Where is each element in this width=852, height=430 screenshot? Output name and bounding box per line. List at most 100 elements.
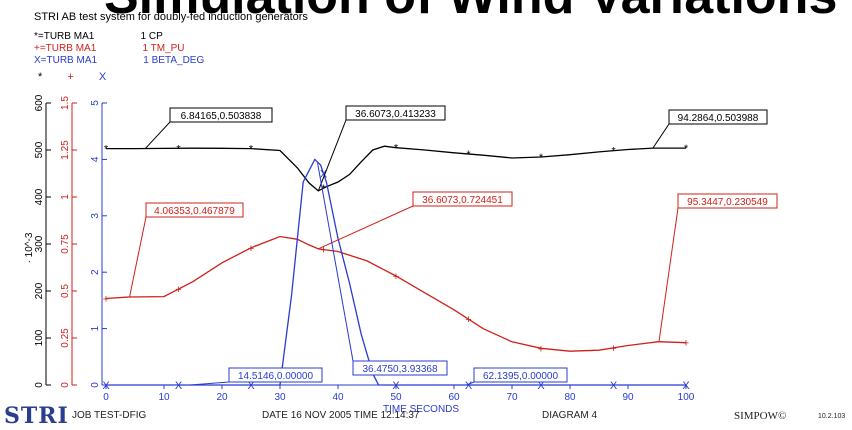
annotation-label: 94.2864,0.503988 — [678, 113, 759, 124]
footer-job: JOB TEST-DFIG — [72, 410, 147, 421]
annotation-leader — [317, 163, 354, 362]
series-marker-1: + — [393, 271, 399, 283]
y-tick-label-blue: 4 — [90, 156, 101, 162]
y-tick-label-red: 0.5 — [60, 284, 71, 298]
annotation-box — [169, 107, 273, 123]
series-marker-1: + — [538, 343, 544, 355]
series-marker-0: * — [104, 144, 109, 156]
series-marker-1: + — [320, 245, 326, 257]
series-marker-0: * — [394, 143, 399, 155]
y-tick-label-blue: 5 — [90, 100, 101, 106]
annotation-label: 4.06353,0.467879 — [154, 206, 235, 217]
annotation-box — [352, 360, 448, 376]
footer-software: SIMPOW© — [734, 410, 787, 422]
annotation-label: 62.1395,0.00000 — [483, 371, 559, 382]
y-tick-label-red: 0.75 — [60, 234, 71, 254]
series-marker-0: * — [539, 152, 544, 164]
series-marker-2: X — [610, 380, 618, 392]
series-marker-2: X — [392, 380, 400, 392]
series-marker-2: X — [537, 380, 545, 392]
y-tick-label-black: 200 — [34, 282, 45, 299]
series-marker-1: + — [683, 338, 689, 350]
series-marker-2: X — [682, 380, 690, 392]
series-marker-2: X — [247, 380, 255, 392]
annotation-label: 36.4750,3.93368 — [362, 364, 438, 375]
y-tick-label-blue: 1 — [90, 325, 101, 331]
x-tick-label: 100 — [678, 392, 695, 403]
y-axis-multiplier-black: · 10^-3 — [24, 232, 35, 263]
y-tick-label-black: 300 — [34, 235, 45, 252]
annotation-leader — [317, 119, 347, 191]
annotation-label: 6.84165,0.503838 — [181, 111, 262, 122]
y-tick-label-black: 400 — [34, 188, 45, 205]
annotation-box — [677, 193, 778, 209]
annotation-box — [412, 191, 513, 207]
annotation-label: 36.6073,0.413233 — [355, 109, 436, 120]
series-line-2 — [106, 158, 686, 386]
x-tick-label: 50 — [390, 392, 402, 403]
y-tick-label-red: 1.5 — [60, 96, 71, 110]
x-tick-label: 40 — [332, 392, 344, 403]
y-tick-label-red: 0.25 — [60, 328, 71, 348]
y-tick-label-black: 500 — [34, 141, 45, 158]
x-tick-label: 10 — [158, 392, 170, 403]
x-tick-label: 20 — [216, 392, 228, 403]
series-line-0 — [106, 145, 686, 192]
series-marker-2: X — [320, 169, 328, 181]
annotation-box — [228, 367, 323, 383]
annotation-box — [345, 105, 446, 121]
y-tick-label-blue: 0 — [90, 382, 101, 388]
series-marker-0: * — [684, 143, 689, 155]
series-marker-0: * — [466, 149, 471, 161]
annotation-box — [473, 367, 568, 383]
annotation-label: 14.5146,0.00000 — [238, 371, 314, 382]
series-marker-1: + — [175, 284, 181, 296]
annotation-leader — [466, 381, 475, 386]
legend-marker: *=TURB — [34, 31, 71, 42]
y-tick-label-red: 1 — [60, 194, 71, 200]
legend-marker: +=TURB — [34, 43, 73, 54]
annotation-leader — [145, 121, 171, 149]
series-marker-2: X — [175, 380, 183, 392]
footer-version: 10.2.103 — [818, 413, 846, 420]
annotation-leader — [658, 207, 679, 342]
x-tick-label: 60 — [448, 392, 460, 403]
annotation-box — [145, 202, 244, 218]
x-tick-label: 0 — [103, 392, 109, 403]
annotation-box — [668, 109, 768, 125]
series-marker-1: + — [610, 343, 616, 355]
x-tick-label: 70 — [506, 392, 518, 403]
y-tick-label-red: 0 — [60, 382, 71, 388]
legend-symbol-plus: + — [67, 71, 74, 83]
series-marker-1: + — [248, 243, 254, 255]
legend-marker: X=TURB — [34, 55, 74, 66]
legend-symbol-star: * — [38, 71, 43, 83]
legend-entry-cp: *=TURB MA1 1 CP — [34, 31, 163, 42]
legend-variable: 1 TM_PU — [142, 43, 185, 54]
annotation-leader — [129, 216, 147, 298]
y-tick-label-black: 100 — [34, 329, 45, 346]
legend-variable: 1 BETA_DEG — [143, 55, 205, 66]
series-marker-0: * — [176, 143, 181, 155]
legend-source: MA1 — [73, 31, 95, 42]
series-marker-1: + — [465, 314, 471, 326]
annotation-leader — [652, 123, 670, 149]
y-tick-label-blue: 2 — [90, 269, 101, 275]
annotation-label: 95.3447,0.230549 — [687, 197, 768, 208]
x-tick-label: 30 — [274, 392, 286, 403]
x-axis-label: TIME SECONDS — [383, 404, 459, 415]
series-marker-2: X — [465, 380, 473, 392]
y-tick-label-black: 0 — [34, 382, 45, 388]
annotation-label: 36.6073,0.724451 — [422, 195, 503, 206]
legend-entry-beta: X=TURB MA1 1 BETA_DEG — [34, 55, 204, 66]
footer-diagram: DIAGRAM 4 — [542, 410, 598, 421]
annotation-leader — [190, 381, 230, 386]
annotation-leader — [318, 205, 414, 250]
y-tick-label-black: 600 — [34, 94, 45, 111]
x-tick-label: 90 — [622, 392, 634, 403]
y-tick-label-blue: 3 — [90, 213, 101, 219]
series-marker-0: * — [249, 144, 254, 156]
legend-source: MA1 — [76, 55, 98, 66]
system-title: STRI AB test system for doubly-fed induc… — [34, 11, 308, 23]
